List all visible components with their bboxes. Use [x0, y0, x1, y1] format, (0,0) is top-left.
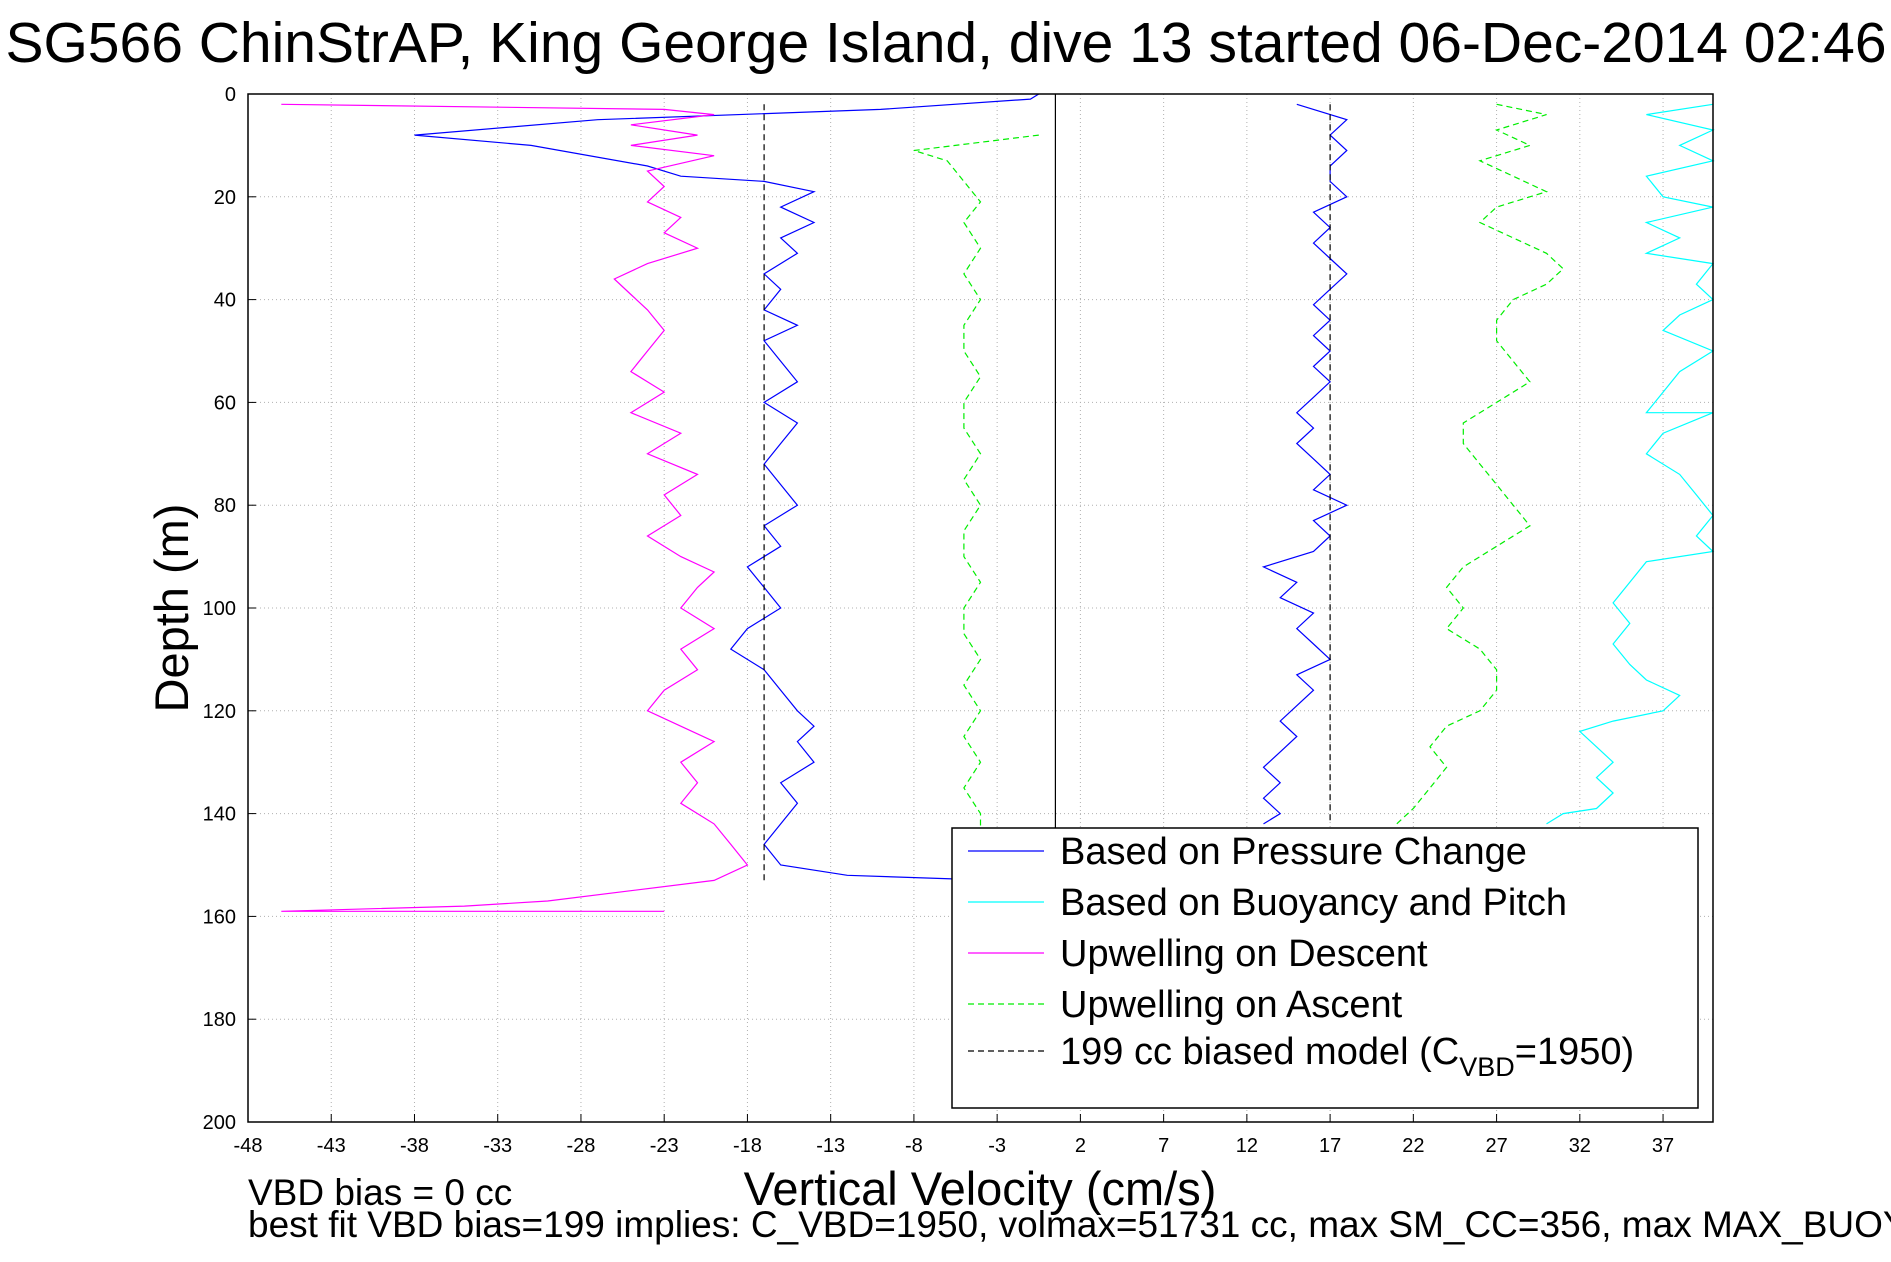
series-line-buoyancy: [1546, 103, 1715, 825]
x-tick-label: -28: [567, 1135, 596, 1157]
legend-box: [951, 827, 1699, 1109]
x-tick-label: -13: [816, 1135, 845, 1157]
x-tick-label: 32: [1569, 1135, 1591, 1157]
x-tick-label: 37: [1652, 1135, 1674, 1157]
x-tick-label: -33: [483, 1135, 512, 1157]
x-axis-label: Vertical Velocity (cm/s): [744, 1162, 1217, 1215]
series-line-upwelling_ascent: [913, 134, 1039, 840]
x-tick-label: -43: [317, 1135, 346, 1157]
y-tick-label: 40: [214, 290, 236, 312]
y-tick-label: 140: [203, 804, 236, 826]
x-tick-label: -38: [400, 1135, 429, 1157]
tick-layer: -48 -43 -38 -33 -28 -23 -18 -13 -8 -3 2 7 12 17 22 27 32…: [203, 84, 1675, 1157]
x-tick-label: 27: [1485, 1135, 1507, 1157]
legend: Based on Pressure Change Based on Buoyanc…: [951, 827, 1699, 1109]
x-tick-label: -23: [650, 1135, 679, 1157]
x-tick-label: -3: [988, 1135, 1006, 1157]
legend-label-upwelling_descent: Upwelling on Descent: [1060, 933, 1428, 975]
y-tick-label: 60: [214, 392, 236, 414]
legend-label-buoyancy: Based on Buoyancy and Pitch: [1060, 882, 1567, 924]
legend-items: Based on Pressure Change Based on Buoyanc…: [968, 831, 1634, 1082]
series-line-upwelling_ascent_right: [1396, 103, 1565, 825]
chart-title: SG566 ChinStrAP, King George Island, div…: [5, 11, 1886, 75]
legend-label-model: 199 cc biased model (CVBD=1950): [1060, 1031, 1634, 1082]
y-tick-label: 80: [214, 495, 236, 517]
series-line-upwelling_descent: [281, 103, 749, 912]
series-line-pressure_descent: [414, 93, 1040, 882]
legend-label-upwelling_ascent: Upwelling on Ascent: [1060, 984, 1403, 1026]
x-tick-label: 12: [1236, 1135, 1258, 1157]
series-layer: [281, 93, 1715, 912]
x-tick-label: 2: [1075, 1135, 1086, 1157]
x-tick-label: 7: [1158, 1135, 1169, 1157]
legend-label-pressure: Based on Pressure Change: [1060, 831, 1527, 873]
y-tick-label: 160: [203, 906, 236, 928]
y-tick-label: 120: [203, 701, 236, 723]
y-tick-label: 100: [203, 598, 236, 620]
y-tick-label: 20: [214, 187, 236, 209]
y-tick-label: 0: [225, 84, 236, 106]
y-axis-label: Depth (m): [145, 504, 198, 713]
best-fit-note: best fit VBD bias=199 implies: C_VBD=195…: [248, 1204, 1891, 1245]
plot-frame: [247, 93, 1714, 1123]
y-tick-label: 180: [203, 1009, 236, 1031]
x-tick-label: 17: [1319, 1135, 1341, 1157]
x-tick-label: -48: [234, 1135, 263, 1157]
x-tick-label: -18: [733, 1135, 762, 1157]
y-tick-label: 200: [203, 1112, 236, 1134]
x-tick-label: 22: [1402, 1135, 1424, 1157]
series-line-pressure_ascent: [1261, 103, 1349, 825]
vbd-bias-note: VBD bias = 0 cc: [248, 1172, 512, 1213]
x-tick-label: -8: [905, 1135, 923, 1157]
